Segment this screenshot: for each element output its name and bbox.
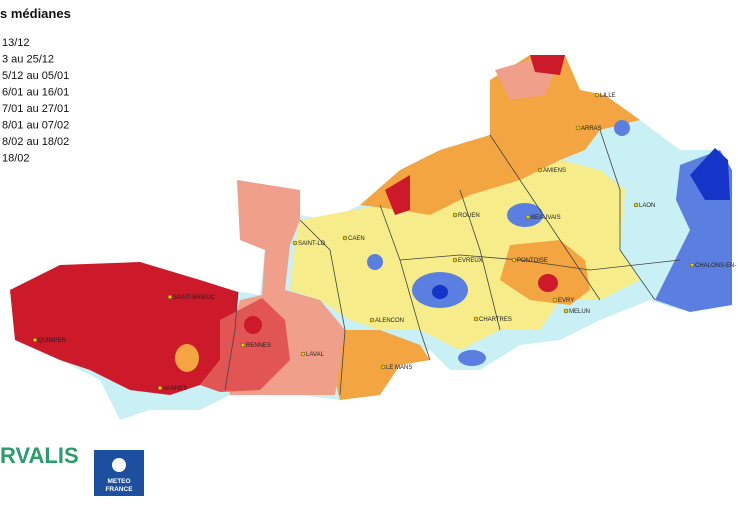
- city-label: PONTOISE: [517, 258, 548, 264]
- city-dot: [32, 337, 38, 343]
- city-dot: [452, 212, 458, 218]
- meteo-logo-icon: [112, 458, 126, 472]
- region: [385, 175, 410, 215]
- city-label: SAINT-BRIEUC: [173, 295, 216, 301]
- city-dot: [300, 351, 306, 357]
- city-label: LAON: [639, 203, 655, 209]
- city-label: ALENCON: [375, 318, 404, 324]
- city-dot: [633, 202, 639, 208]
- city-dot: [452, 257, 458, 263]
- city-dot: [167, 294, 173, 300]
- legend-label: 13/12: [2, 37, 30, 49]
- city-dot: [292, 240, 298, 246]
- city-label: CAEN: [348, 236, 365, 242]
- city-label: VANNES: [163, 386, 187, 392]
- region: [360, 55, 640, 215]
- legend-label: 6/01 au 16/01: [2, 87, 69, 99]
- region: [10, 262, 238, 395]
- city-dot: [157, 385, 163, 391]
- city-label: CHALONS-EN-: [695, 263, 736, 269]
- region: [530, 55, 565, 75]
- city-dot: [689, 262, 695, 268]
- department-borders: [224, 129, 681, 396]
- city-label: LILLE: [600, 93, 616, 99]
- border: [459, 189, 501, 331]
- city-label: EVRY: [558, 298, 574, 304]
- city-dot: [575, 125, 581, 131]
- region: [244, 316, 262, 334]
- city-label: ROUEN: [458, 213, 480, 219]
- border: [299, 219, 346, 396]
- legend-label: 8/01 au 07/02: [2, 120, 69, 132]
- city-dot: [563, 308, 569, 314]
- map-regions: [10, 55, 732, 420]
- legend-label: 8/02 au 18/02: [2, 136, 69, 148]
- city-dot: [511, 257, 517, 263]
- border: [399, 254, 681, 271]
- legend-label: 5/12 au 05/01: [2, 70, 69, 82]
- city-label: RENNES: [246, 343, 271, 349]
- border: [599, 129, 656, 301]
- legend-label: 18/02: [2, 153, 30, 165]
- border: [489, 134, 601, 301]
- map-title: s médianes: [0, 6, 71, 21]
- city-label: AMIENS: [543, 168, 566, 174]
- city-dot: [473, 316, 479, 322]
- border: [379, 204, 431, 361]
- city-dot: [537, 167, 543, 173]
- city-dot: [369, 317, 375, 323]
- city-label: EVREUX: [458, 258, 483, 264]
- border: [224, 291, 239, 391]
- region: [507, 203, 543, 227]
- arvalis-logo: RVALIS: [0, 443, 79, 468]
- cities: LILLE ARRAS AMIENS LAON BEAUVAIS ROUEN CAEN SAI…: [32, 92, 736, 392]
- city-label: BEAUVAIS: [531, 215, 561, 221]
- region: [330, 330, 430, 400]
- city-label: MELUN: [569, 309, 590, 315]
- city-dot: [552, 297, 558, 303]
- region: [614, 120, 630, 136]
- city-dot: [525, 214, 531, 220]
- city-label: SAINT-LO: [298, 241, 326, 247]
- region: [690, 148, 730, 200]
- region: [175, 344, 199, 372]
- meteo-logo-text: FRANCE: [105, 486, 133, 493]
- region: [432, 285, 448, 299]
- region: [458, 350, 486, 366]
- region: [367, 254, 383, 270]
- city-label: LAVAL: [306, 352, 324, 358]
- city-dot: [342, 235, 348, 241]
- city-dot: [380, 364, 386, 370]
- city-dot: [594, 92, 600, 98]
- legend-label: 7/01 au 27/01: [2, 103, 69, 115]
- city-label: CHARTRES: [479, 317, 512, 323]
- city-dot: [240, 342, 246, 348]
- city-label: QUIMPER: [38, 338, 67, 344]
- legend-label: 3 au 25/12: [2, 54, 54, 66]
- region: [500, 240, 590, 305]
- city-label: ARRAS: [581, 126, 602, 132]
- legend: 13/12 3 au 25/12 5/12 au 05/01 6/01 au 16/0…: [2, 37, 69, 165]
- city-label: LE MANS: [386, 365, 412, 371]
- meteo-logo-text: METEO: [107, 478, 130, 485]
- region: [538, 274, 558, 292]
- meteo-logo: [94, 450, 144, 496]
